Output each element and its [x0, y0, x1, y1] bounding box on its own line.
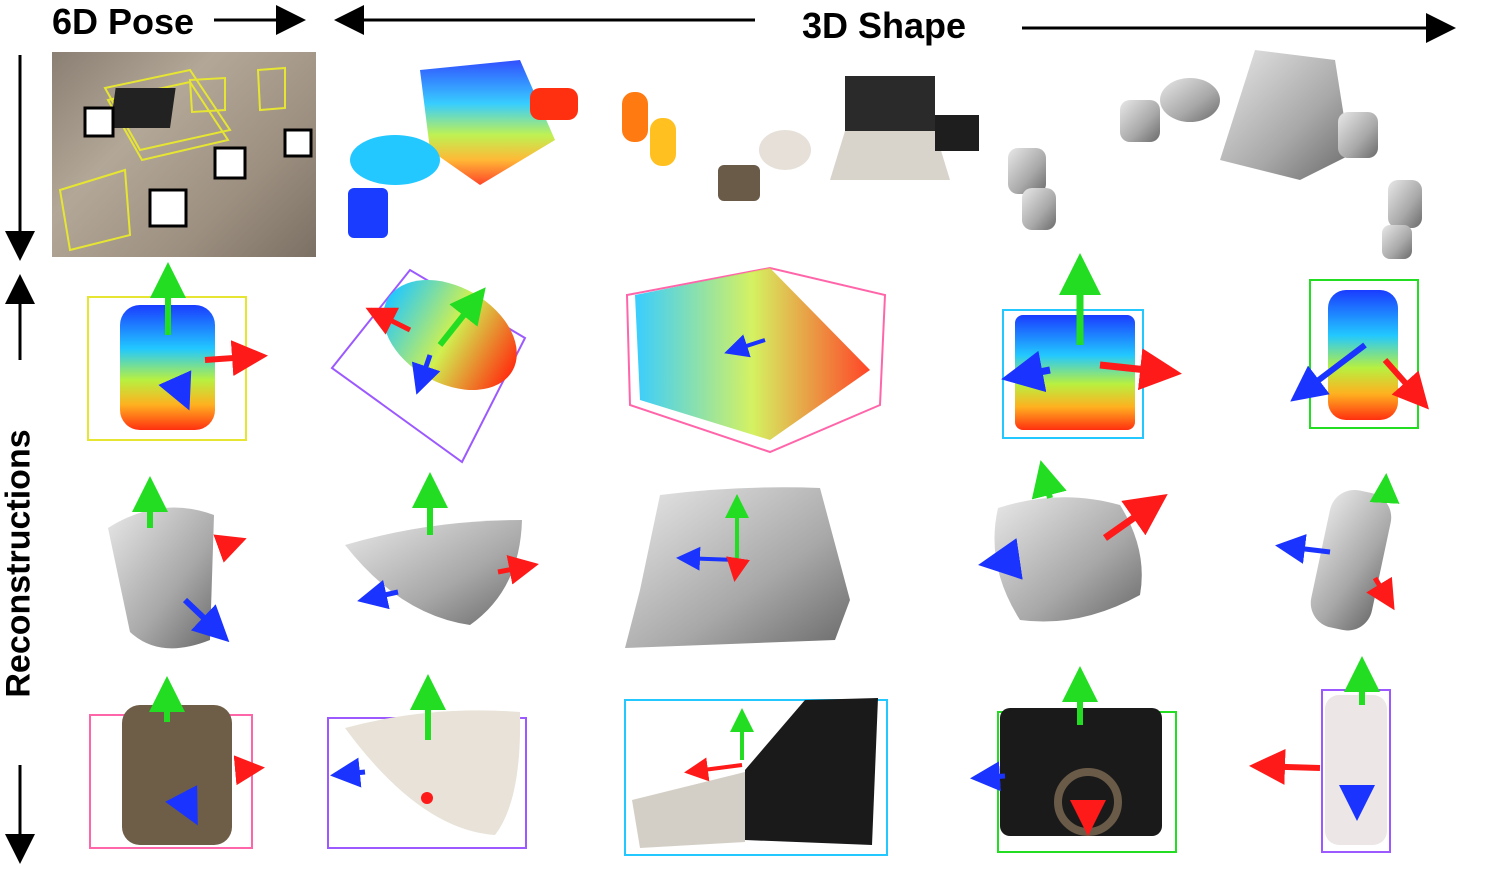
row3-camera-mesh	[978, 460, 1168, 622]
row4-camera-textured	[970, 666, 1177, 853]
row3-mug-mesh	[108, 476, 247, 649]
row4-laptop-textured	[624, 698, 888, 856]
row2-can-pointcloud	[1290, 279, 1429, 429]
row4-can-textured	[1249, 656, 1391, 853]
scene-markers	[83, 106, 313, 228]
pose-title: 6D Pose	[52, 1, 195, 42]
row4-mug-textured	[89, 676, 265, 849]
top-scene-textured	[718, 76, 979, 201]
row2-camera-pointcloud	[1001, 253, 1182, 439]
row4-bowl-textured	[327, 674, 527, 849]
row3-laptop-mesh	[625, 487, 850, 648]
row2-laptop-pointcloud	[625, 266, 887, 454]
top-scene-mesh	[1008, 50, 1422, 259]
row3-bowl-mesh	[345, 472, 539, 625]
row2-bowl-pointcloud	[330, 268, 527, 464]
row3-can-mesh	[1275, 473, 1400, 631]
top-scene-pointcloud	[348, 60, 676, 238]
row2-mug-pointcloud	[87, 262, 268, 441]
shape-title: 3D Shape	[802, 5, 967, 46]
scene-laptop	[110, 88, 176, 128]
